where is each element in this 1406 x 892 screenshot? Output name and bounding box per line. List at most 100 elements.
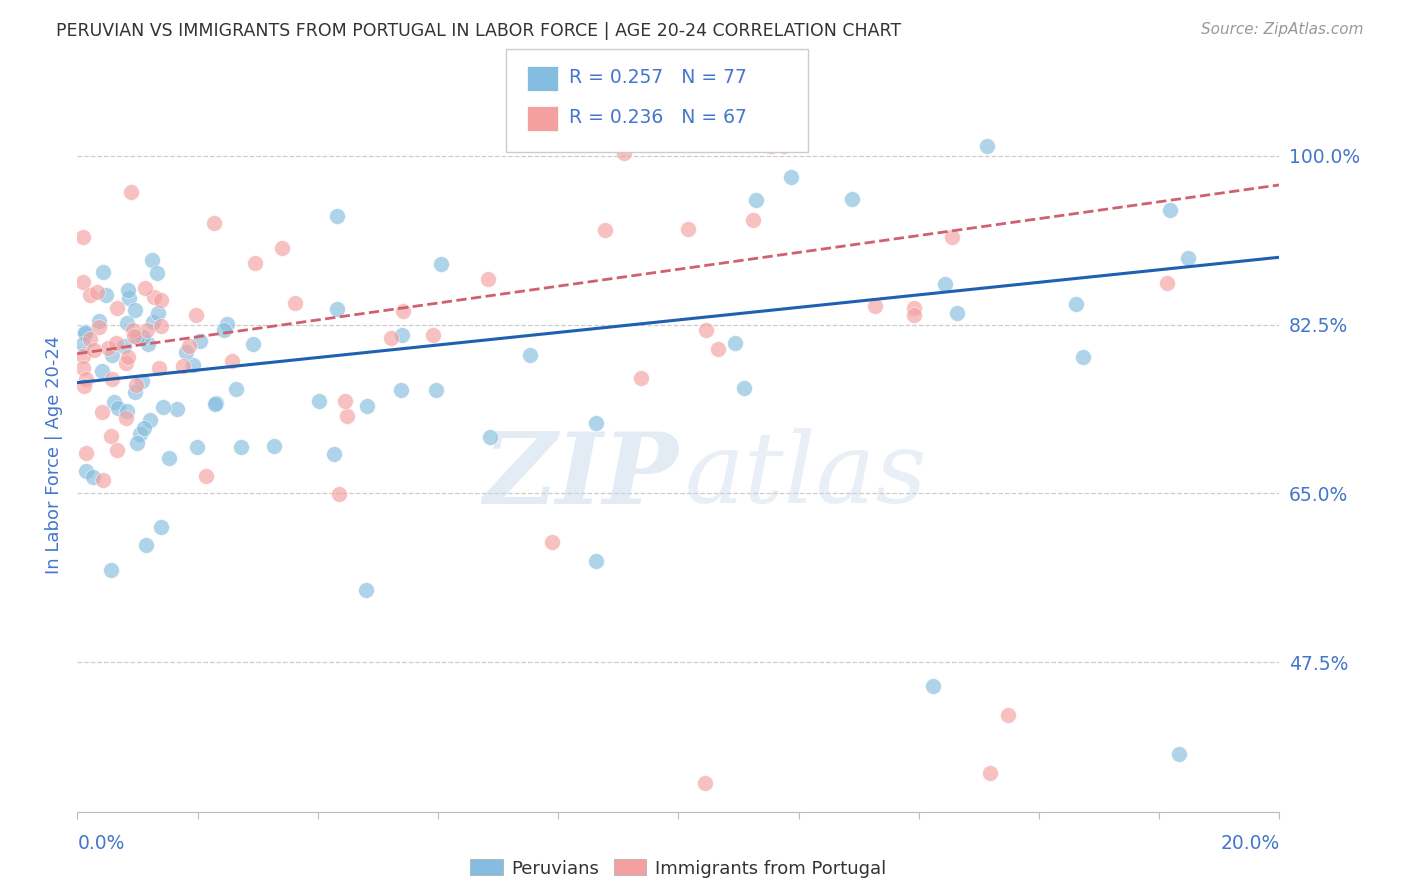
Point <box>863 299 886 313</box>
Point <box>422 328 444 343</box>
Point <box>174 345 197 359</box>
Point <box>389 383 412 397</box>
Point <box>733 381 755 395</box>
Point <box>101 348 124 362</box>
Point <box>131 374 153 388</box>
Point <box>146 266 169 280</box>
Point <box>1156 276 1178 290</box>
Text: 20.0%: 20.0% <box>1220 834 1279 853</box>
Point <box>593 222 616 236</box>
Point <box>75 464 97 478</box>
Point <box>283 295 305 310</box>
Point <box>328 487 350 501</box>
Point <box>903 308 925 322</box>
Point <box>217 317 239 331</box>
Point <box>212 323 235 337</box>
Point <box>1071 350 1094 364</box>
Point <box>139 413 162 427</box>
Point <box>742 212 765 227</box>
Point <box>114 339 136 353</box>
Point <box>979 766 1001 780</box>
Point <box>841 192 863 206</box>
Point <box>72 349 94 363</box>
Point <box>143 289 166 303</box>
Point <box>125 378 148 392</box>
Point <box>221 353 243 368</box>
Point <box>333 394 356 409</box>
Point <box>72 361 94 376</box>
Point <box>72 229 94 244</box>
Point <box>263 439 285 453</box>
Point <box>585 416 607 430</box>
Point <box>326 209 349 223</box>
Point <box>103 394 125 409</box>
Point <box>186 440 208 454</box>
Point <box>613 146 636 161</box>
Point <box>225 382 247 396</box>
Point <box>195 469 218 483</box>
Point <box>82 470 104 484</box>
Point <box>630 370 652 384</box>
Point <box>903 301 925 315</box>
Text: 0.0%: 0.0% <box>77 834 125 853</box>
Point <box>181 358 204 372</box>
Point <box>693 776 716 790</box>
Y-axis label: In Labor Force | Age 20-24: In Labor Force | Age 20-24 <box>45 335 63 574</box>
Point <box>122 323 145 337</box>
Legend: Peruvians, Immigrants from Portugal: Peruvians, Immigrants from Portugal <box>463 852 894 885</box>
Point <box>202 216 225 230</box>
Text: PERUVIAN VS IMMIGRANTS FROM PORTUGAL IN LABOR FORCE | AGE 20-24 CORRELATION CHAR: PERUVIAN VS IMMIGRANTS FROM PORTUGAL IN … <box>56 22 901 40</box>
Point <box>678 222 700 236</box>
Point <box>75 446 97 460</box>
Point <box>90 405 112 419</box>
Point <box>585 554 607 568</box>
Point <box>107 401 129 415</box>
Point <box>941 229 963 244</box>
Point <box>94 287 117 301</box>
Point <box>73 378 96 392</box>
Point <box>146 306 169 320</box>
Point <box>117 404 139 418</box>
Point <box>177 339 200 353</box>
Point <box>127 436 149 450</box>
Point <box>131 330 153 344</box>
Point <box>135 538 157 552</box>
Point <box>86 285 108 300</box>
Point <box>124 384 146 399</box>
Point <box>773 139 796 153</box>
Point <box>326 302 349 317</box>
Text: ZIP: ZIP <box>484 428 679 524</box>
Point <box>105 443 128 458</box>
Point <box>100 563 122 577</box>
Point <box>934 277 956 291</box>
Point <box>75 325 97 339</box>
Point <box>391 327 413 342</box>
Point <box>136 337 159 351</box>
Point <box>242 336 264 351</box>
Point <box>83 343 105 358</box>
Point <box>356 399 378 413</box>
Point <box>707 342 730 356</box>
Point <box>354 582 377 597</box>
Point <box>479 430 502 444</box>
Point <box>184 308 207 322</box>
Point <box>118 291 141 305</box>
Point <box>149 318 172 333</box>
Point <box>124 303 146 318</box>
Point <box>308 393 330 408</box>
Point <box>115 356 138 370</box>
Point <box>188 334 211 349</box>
Point <box>100 428 122 442</box>
Point <box>117 283 139 297</box>
Point <box>976 139 998 153</box>
Point <box>519 348 541 362</box>
Point <box>122 329 145 343</box>
Point <box>541 534 564 549</box>
Point <box>425 384 447 398</box>
Point <box>101 372 124 386</box>
Point <box>149 293 172 308</box>
Point <box>724 336 747 351</box>
Point <box>1159 202 1181 217</box>
Point <box>922 679 945 693</box>
Point <box>1066 297 1088 311</box>
